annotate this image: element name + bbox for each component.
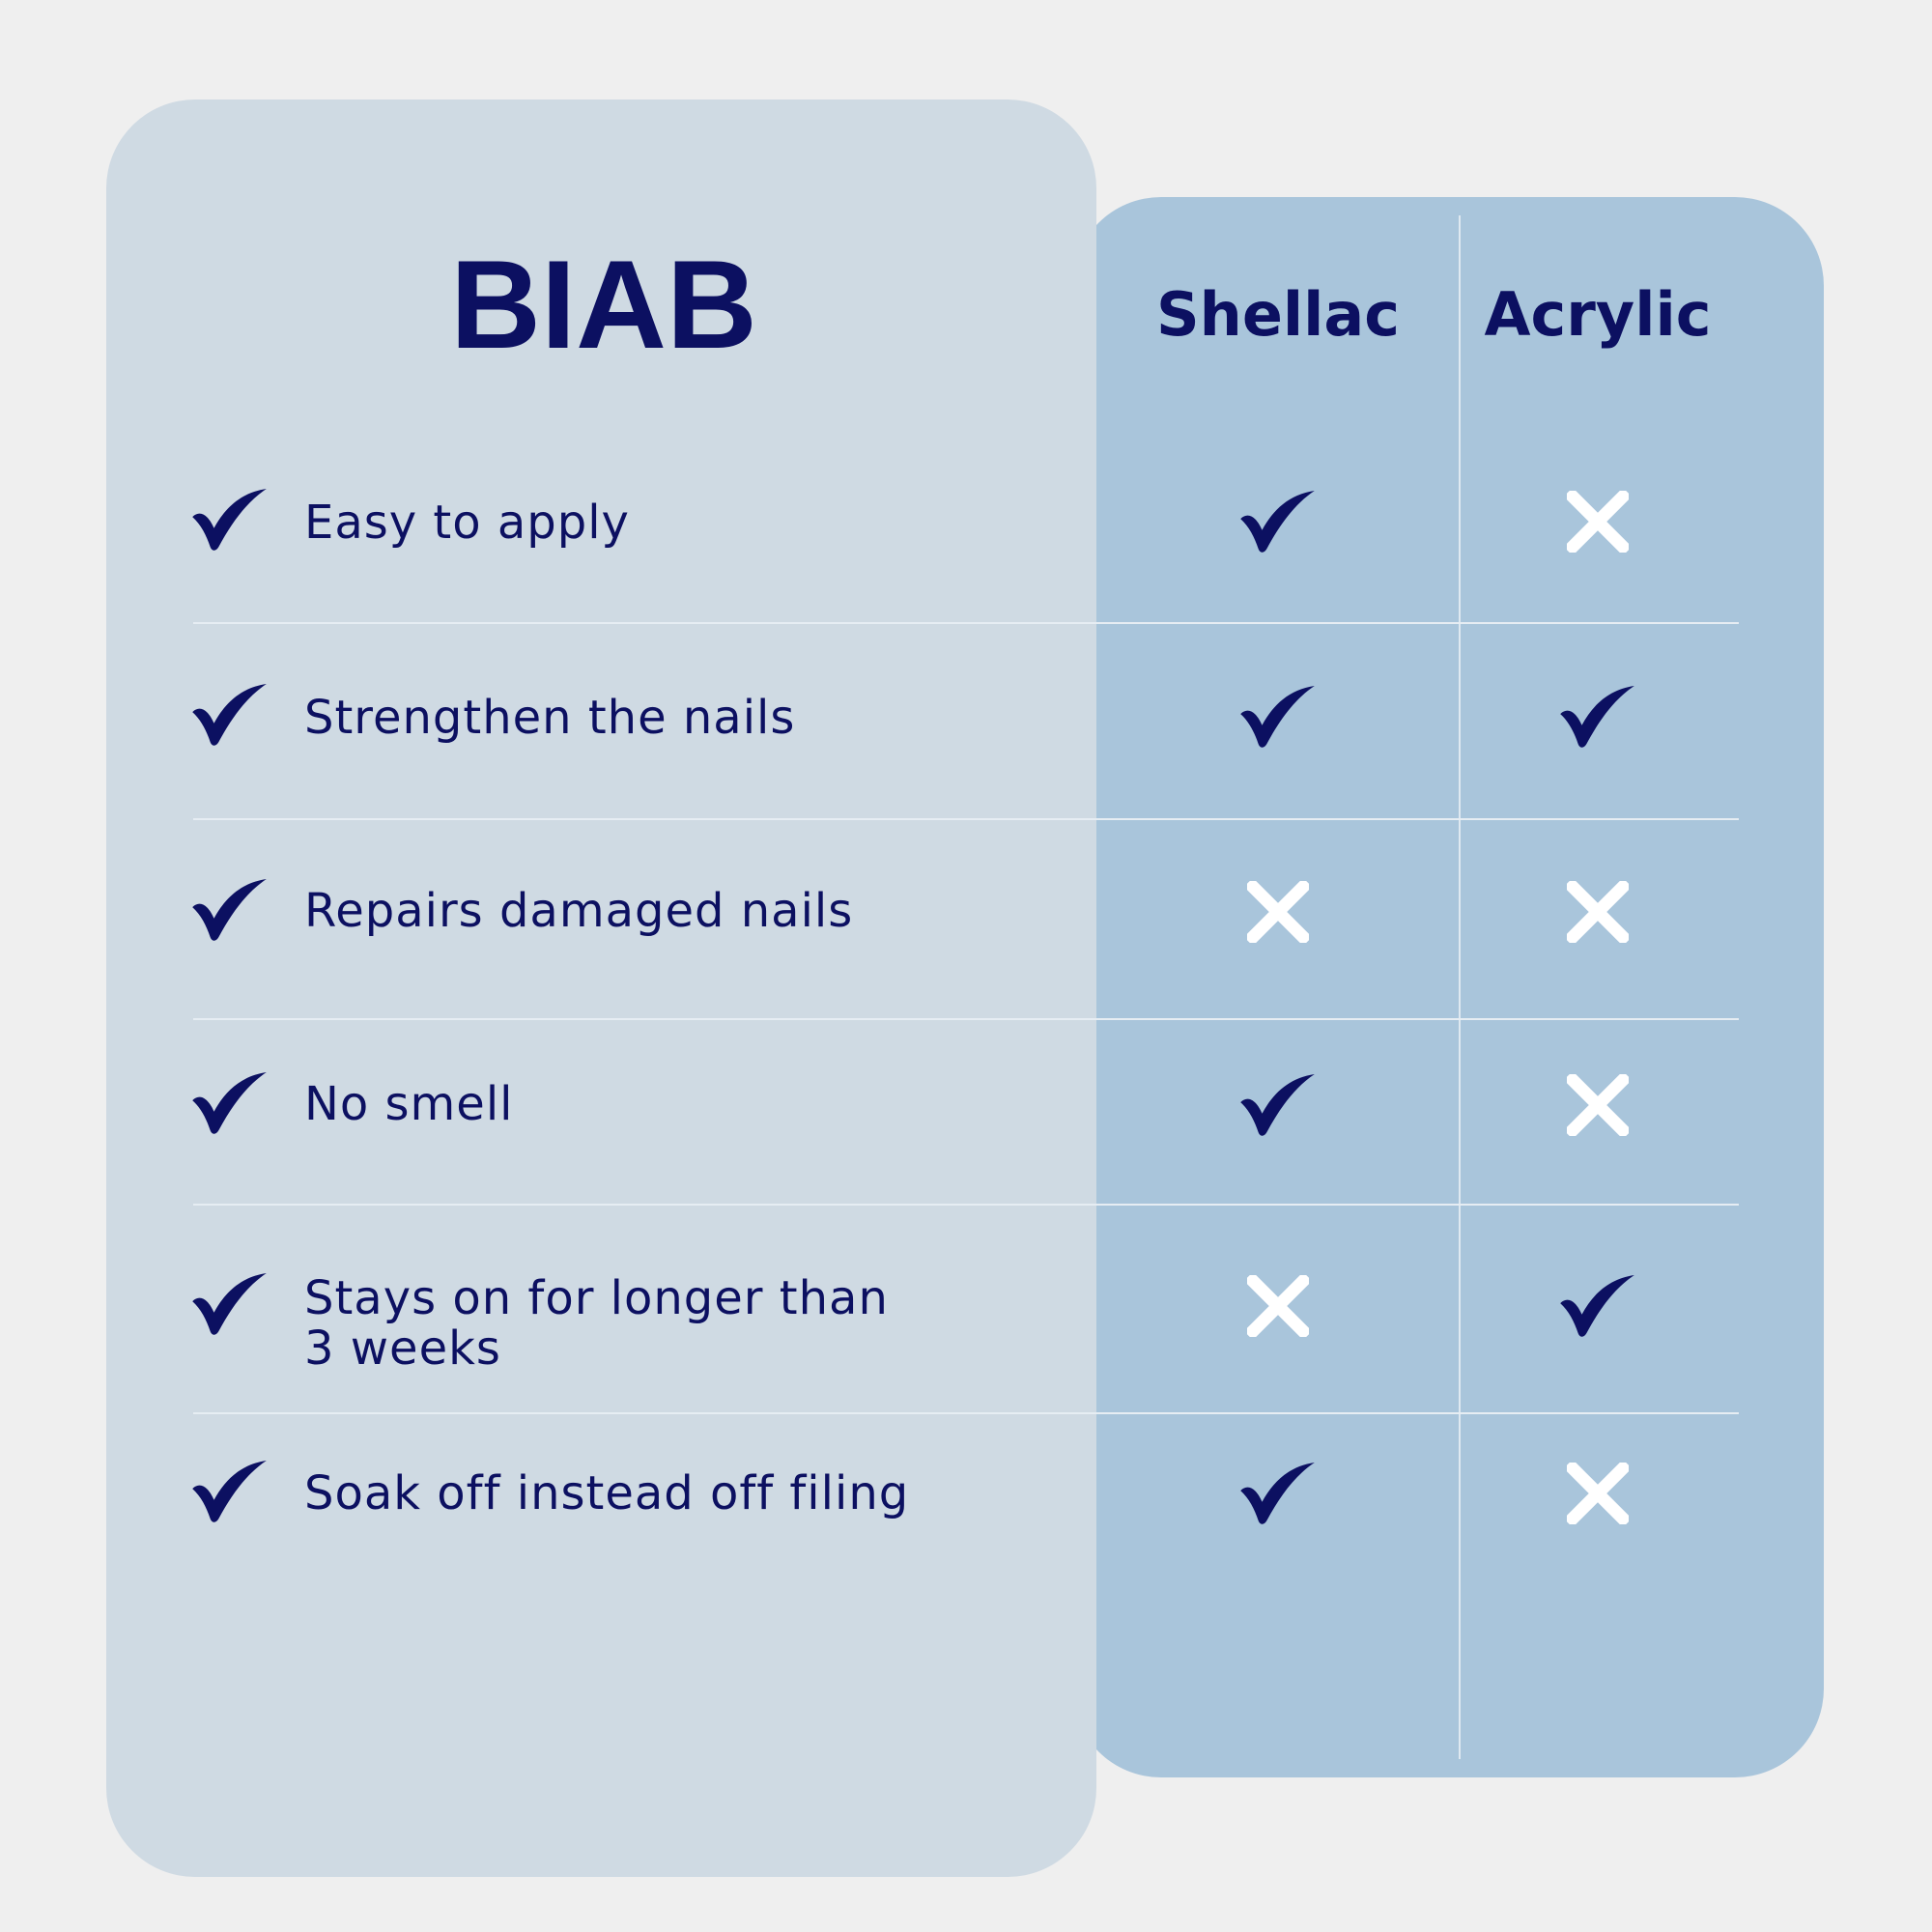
- acrylic-cross-icon: [1563, 877, 1633, 947]
- column-divider: [1459, 215, 1461, 1759]
- feature-label: Soak off instead off filing: [304, 1466, 910, 1520]
- acrylic-cross-icon: [1563, 487, 1633, 556]
- biab-check-icon: [192, 1273, 268, 1335]
- shellac-cross-icon: [1243, 1271, 1313, 1341]
- biab-check-icon: [192, 879, 268, 941]
- shellac-check-icon: [1240, 491, 1316, 553]
- acrylic-cross-icon: [1563, 1070, 1633, 1140]
- shellac-check-icon: [1240, 1074, 1316, 1136]
- acrylic-check-icon: [1560, 1275, 1635, 1337]
- feature-label: Stays on for longer than 3 weeks: [304, 1271, 889, 1376]
- feature-label: Repairs damaged nails: [304, 884, 854, 938]
- biab-check-icon: [192, 489, 268, 551]
- comparison-card-others: [1072, 197, 1824, 1777]
- acrylic-cross-icon: [1563, 1459, 1633, 1528]
- column-header-acrylic: Acrylic: [1484, 279, 1712, 350]
- shellac-check-icon: [1240, 686, 1316, 748]
- biab-check-icon: [192, 684, 268, 746]
- feature-label: No smell: [304, 1077, 514, 1131]
- feature-label: Easy to apply: [304, 496, 630, 550]
- biab-check-icon: [192, 1072, 268, 1134]
- row-divider: [193, 622, 1739, 624]
- column-header-shellac: Shellac: [1156, 279, 1400, 350]
- row-divider: [193, 1018, 1739, 1020]
- row-divider: [193, 818, 1739, 820]
- feature-label: Strengthen the nails: [304, 691, 796, 745]
- biab-card: [106, 99, 1096, 1877]
- biab-check-icon: [192, 1461, 268, 1522]
- shellac-check-icon: [1240, 1463, 1316, 1524]
- row-divider: [193, 1204, 1739, 1206]
- biab-title: BIAB: [450, 234, 757, 375]
- row-divider: [193, 1412, 1739, 1414]
- shellac-cross-icon: [1243, 877, 1313, 947]
- acrylic-check-icon: [1560, 686, 1635, 748]
